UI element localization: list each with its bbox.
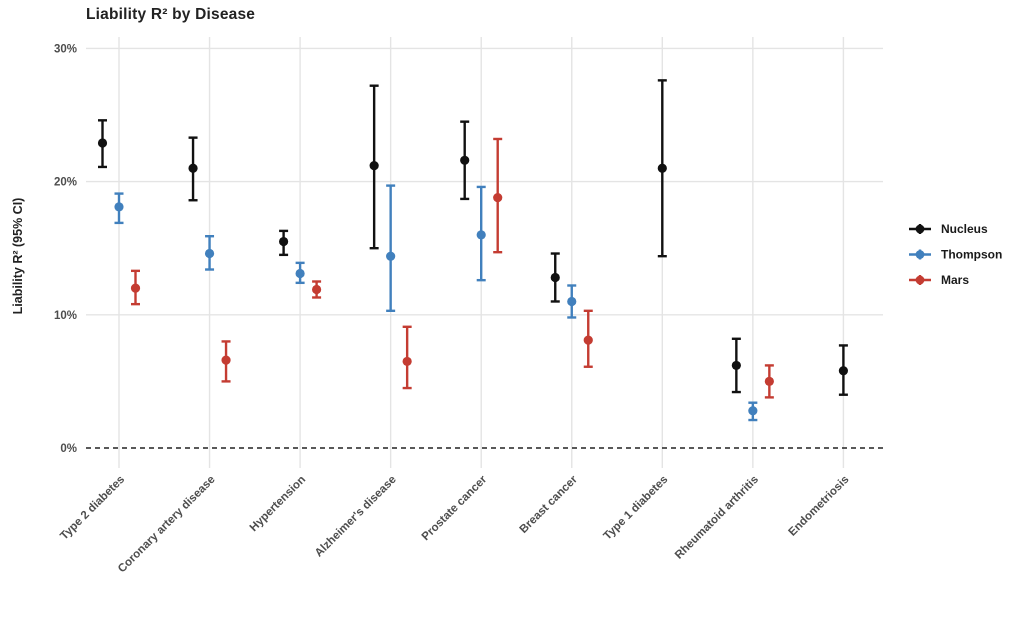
- y-axis-ticks: 0% 10% 20% 30%: [54, 43, 77, 455]
- x-tick-label: Alzheimer's disease: [313, 474, 399, 560]
- series-nucleus: [97, 79, 849, 396]
- point-nucleus-8: [838, 344, 849, 396]
- point-marker: [279, 236, 289, 247]
- legend-key-marker: [915, 250, 925, 259]
- point-marker: [748, 406, 758, 416]
- series-mars: [130, 137, 774, 399]
- point-marker: [97, 138, 108, 148]
- point-nucleus-2: [279, 229, 289, 257]
- series-thompson: [114, 184, 758, 422]
- legend-label: Nucleus: [941, 222, 988, 236]
- y-tick-label: 30%: [54, 43, 77, 55]
- point-nucleus-7: [731, 337, 741, 394]
- point-marker: [731, 360, 741, 371]
- point-marker: [312, 284, 322, 295]
- point-mars-0: [130, 269, 141, 306]
- point-marker: [114, 202, 124, 212]
- x-tick-label: Prostate cancer: [420, 473, 490, 543]
- point-marker: [583, 335, 593, 345]
- point-thompson-3: [386, 184, 396, 313]
- horizontal-gridlines: [86, 47, 883, 316]
- y-tick-label: 0%: [60, 443, 77, 455]
- point-marker: [550, 272, 560, 283]
- point-mars-2: [312, 280, 322, 299]
- x-tick-label: Breast cancer: [518, 473, 581, 536]
- point-marker: [493, 192, 503, 203]
- point-thompson-7: [748, 401, 758, 422]
- point-nucleus-6: [657, 79, 667, 258]
- legend-item-nucleus: Nucleus: [909, 222, 988, 236]
- chart-title: Liability R² by Disease: [86, 6, 256, 23]
- legend-label: Thompson: [941, 248, 1002, 262]
- point-mars-5: [583, 309, 593, 368]
- point-marker: [386, 251, 396, 261]
- point-marker: [460, 155, 470, 165]
- point-mars-3: [402, 325, 412, 390]
- point-marker: [221, 355, 231, 365]
- point-thompson-1: [204, 235, 215, 271]
- x-tick-label: Type 1 diabetes: [602, 474, 671, 543]
- point-thompson-0: [114, 192, 124, 225]
- y-tick-label: 20%: [54, 177, 77, 189]
- x-tick-label: Rheumatoid arthritis: [673, 474, 761, 562]
- point-nucleus-1: [188, 136, 198, 202]
- legend-item-mars: Mars: [909, 273, 969, 287]
- point-marker: [567, 296, 577, 307]
- y-axis-label: Liability R² (95% CI): [11, 198, 25, 315]
- point-marker: [657, 163, 667, 173]
- x-tick-label: Coronary artery disease: [116, 474, 218, 576]
- point-nucleus-3: [369, 84, 379, 250]
- x-tick-label: Endometriosis: [787, 474, 852, 539]
- legend-key-marker: [915, 224, 925, 234]
- x-tick-label: Hypertension: [248, 474, 308, 534]
- y-tick-label: 10%: [54, 310, 77, 322]
- point-thompson-2: [295, 261, 305, 285]
- point-marker: [838, 366, 849, 376]
- point-marker: [402, 356, 412, 367]
- point-marker: [369, 161, 379, 171]
- point-nucleus-5: [550, 252, 560, 303]
- point-marker: [204, 248, 215, 259]
- point-marker: [764, 376, 774, 386]
- legend: Nucleus Thompson Mars: [909, 222, 1002, 287]
- point-nucleus-4: [460, 120, 470, 201]
- legend-key-marker: [915, 275, 925, 285]
- point-marker: [476, 230, 486, 240]
- legend-label: Mars: [941, 273, 969, 287]
- point-mars-4: [493, 137, 503, 254]
- point-mars-7: [764, 364, 774, 399]
- point-marker: [188, 163, 198, 173]
- point-marker: [295, 268, 305, 279]
- point-mars-1: [221, 340, 231, 383]
- point-nucleus-0: [97, 119, 108, 169]
- point-thompson-5: [567, 284, 577, 319]
- legend-item-thompson: Thompson: [909, 248, 1002, 262]
- x-tick-label: Type 2 diabetes: [58, 474, 127, 543]
- point-marker: [130, 283, 141, 293]
- point-thompson-4: [476, 185, 486, 282]
